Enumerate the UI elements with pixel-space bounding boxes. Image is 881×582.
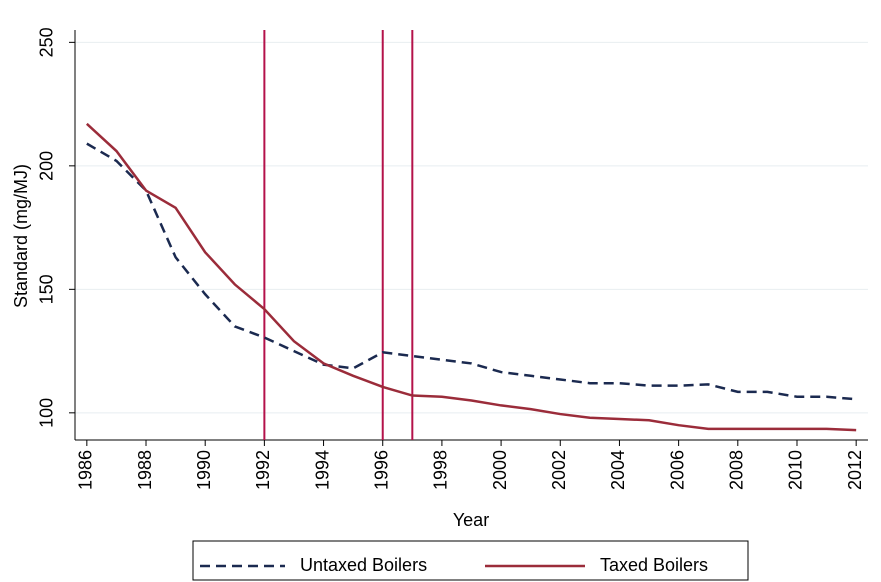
x-tick-label: 2002 (549, 450, 569, 490)
x-tick-label: 2006 (667, 450, 687, 490)
y-axis-title: Standard (mg/MJ) (11, 164, 31, 308)
y-tick-label: 150 (37, 274, 57, 304)
legend-box (192, 540, 749, 581)
x-tick-label: 1998 (431, 450, 451, 490)
series-line (86, 142, 857, 401)
x-tick-label: 2012 (845, 450, 865, 490)
x-tick-label: 2008 (727, 450, 747, 490)
x-tick-label: 1986 (76, 450, 96, 490)
x-tick-label: 1990 (194, 450, 214, 490)
x-tick-label: 2004 (608, 450, 628, 490)
y-tick-label: 100 (37, 398, 57, 428)
x-axis-title: Year (453, 510, 489, 530)
x-tick-label: 1994 (312, 450, 332, 490)
legend-label: Untaxed Boilers (300, 555, 427, 575)
series-line (85, 122, 857, 432)
y-tick-label: 200 (37, 151, 57, 181)
legend-label: Taxed Boilers (600, 555, 708, 575)
x-tick-label: 2000 (490, 450, 510, 490)
y-tick-label: 250 (37, 27, 57, 57)
x-tick-label: 1992 (253, 450, 273, 490)
x-tick-label: 2010 (786, 450, 806, 490)
x-tick-label: 1988 (135, 450, 155, 490)
x-tick-label: 1996 (371, 450, 391, 490)
